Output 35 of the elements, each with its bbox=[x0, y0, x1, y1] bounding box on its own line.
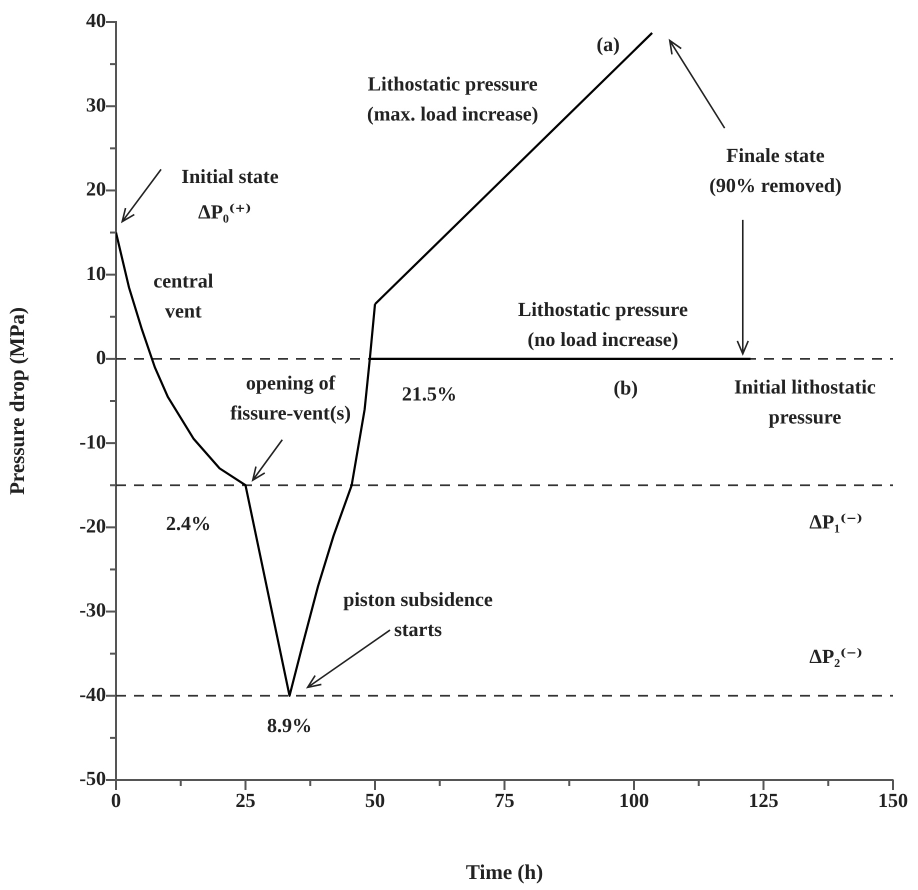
x-tick-label: 50 bbox=[365, 790, 385, 812]
y-tick-label: -40 bbox=[79, 684, 106, 706]
annotation: 8.9% bbox=[267, 715, 312, 738]
annotation: Lithostatic pressure (no load increase) bbox=[518, 299, 688, 352]
y-axis-title: Pressure drop (MPa) bbox=[5, 307, 30, 495]
x-tick-label: 125 bbox=[748, 790, 778, 812]
annotation: Initial state bbox=[181, 166, 279, 188]
y-tick-label: 10 bbox=[86, 262, 106, 285]
annotation: ΔP₀⁽⁺⁾ bbox=[198, 201, 252, 224]
annotation: (a) bbox=[596, 34, 620, 56]
y-tick-label: -30 bbox=[79, 600, 106, 622]
y-tick-label: 0 bbox=[96, 347, 106, 370]
annotation: ΔP₁⁽⁻⁾ bbox=[809, 511, 863, 534]
y-tick-label: -20 bbox=[79, 516, 106, 538]
y-tick-label: 40 bbox=[86, 10, 106, 32]
annotation: Initial lithostatic pressure bbox=[734, 376, 876, 429]
x-tick-label: 0 bbox=[111, 790, 121, 812]
x-tick-label: 150 bbox=[878, 790, 908, 812]
y-tick-label: 20 bbox=[86, 178, 106, 201]
x-axis-title: Time (h) bbox=[466, 860, 544, 884]
annotation: Finale state (90% removed) bbox=[709, 145, 842, 198]
annotation: opening of fissure-vent(s) bbox=[230, 372, 351, 424]
annotation: ΔP₂⁽⁻⁾ bbox=[809, 646, 863, 668]
annotation: 2.4% bbox=[166, 512, 212, 535]
x-tick-label: 100 bbox=[619, 790, 649, 812]
annotation: central vent bbox=[153, 270, 214, 323]
annotation: Lithostatic pressure (max. load increase) bbox=[367, 74, 538, 126]
annotation: 21.5% bbox=[402, 383, 457, 406]
y-tick-label: -10 bbox=[79, 431, 106, 454]
x-tick-label: 75 bbox=[494, 790, 514, 812]
y-tick-label: -50 bbox=[79, 768, 106, 790]
annotation: (b) bbox=[613, 377, 638, 400]
x-tick-label: 25 bbox=[236, 790, 256, 812]
y-tick-label: 30 bbox=[86, 94, 106, 116]
annotation: piston subsidence starts bbox=[343, 588, 493, 641]
